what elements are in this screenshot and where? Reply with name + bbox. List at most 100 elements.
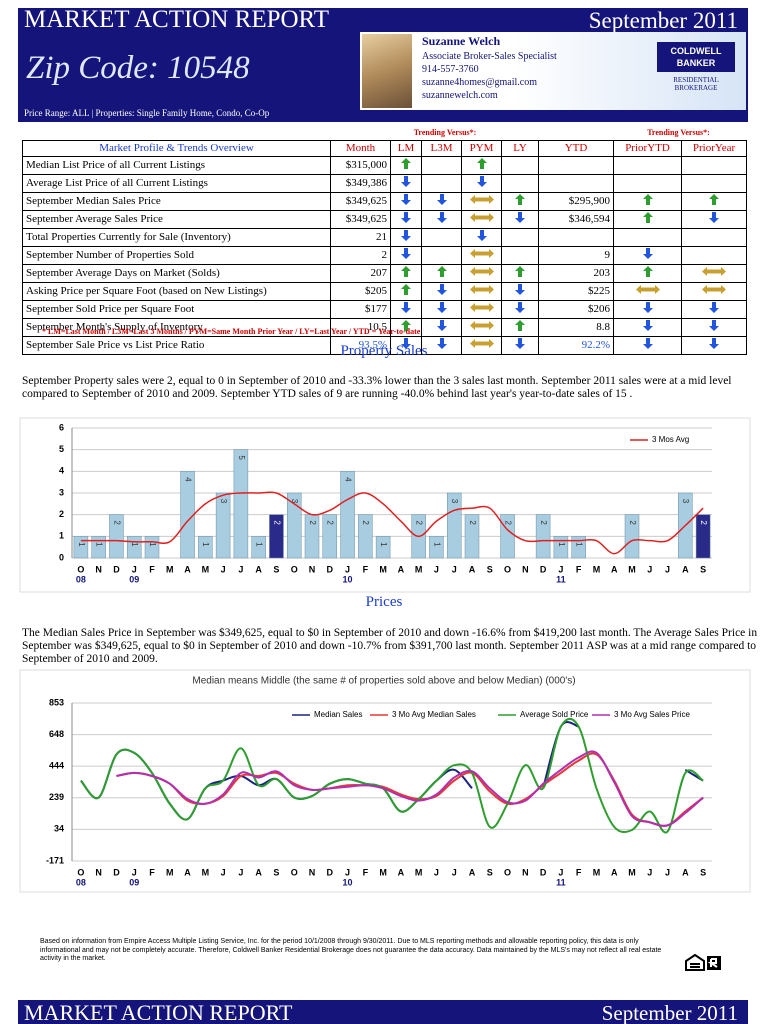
y-tick-label: 648 bbox=[49, 729, 64, 739]
arrow-shape bbox=[709, 337, 719, 349]
legend-label: Median Sales bbox=[314, 710, 362, 719]
disclaimer: Based on information from Empire Access … bbox=[40, 938, 662, 962]
arrow-shape bbox=[469, 338, 494, 348]
x-tick-label: D bbox=[113, 867, 120, 877]
column-header: Month bbox=[330, 140, 391, 157]
bar bbox=[73, 536, 89, 559]
column-header: LY bbox=[501, 140, 539, 157]
icon bbox=[685, 953, 721, 971]
arrow-shape bbox=[469, 302, 494, 312]
value-cell: 207 bbox=[330, 263, 391, 283]
arrow-shape bbox=[469, 194, 494, 204]
x-tick-label: F bbox=[576, 564, 582, 574]
bar bbox=[553, 536, 569, 559]
arrow-shape bbox=[469, 266, 494, 276]
x-tick-label: M bbox=[166, 564, 174, 574]
series-line bbox=[116, 750, 704, 827]
y-tick-label: 853 bbox=[49, 697, 64, 707]
bar bbox=[144, 536, 160, 559]
trend-cell bbox=[501, 263, 539, 283]
x-tick-label: O bbox=[504, 867, 511, 877]
value-cell bbox=[538, 227, 614, 247]
trend-cell bbox=[461, 155, 502, 175]
column-header: PriorYTD bbox=[613, 140, 682, 157]
trend-arrow bbox=[469, 194, 494, 204]
year-label: 08 bbox=[76, 877, 86, 887]
trend-arrow bbox=[469, 266, 494, 276]
trend-arrow bbox=[436, 193, 447, 205]
trend-cell bbox=[390, 209, 422, 229]
logo-sub: RESIDENTIAL BROKERAGE bbox=[673, 76, 719, 92]
bar-label: 2 bbox=[699, 520, 708, 525]
arrow-shape bbox=[401, 265, 411, 277]
bar-label: 1 bbox=[148, 542, 157, 547]
y-tick-label: 0 bbox=[59, 552, 64, 562]
table-row: September Median Sales Price $349,625 $295… bbox=[22, 191, 747, 211]
year-label: 11 bbox=[556, 877, 566, 887]
trend-cell bbox=[421, 191, 462, 211]
x-tick-label: D bbox=[540, 867, 547, 877]
x-tick-label: M bbox=[593, 564, 601, 574]
trends-table: Market Profile & Trends Overview Month LM L… bbox=[22, 140, 747, 355]
section-text: September Property sales were 2, equal t… bbox=[22, 375, 732, 400]
arrow-shape bbox=[401, 157, 411, 169]
table-row: September Month's Supply of Inventory 10.… bbox=[22, 317, 747, 337]
value-cell: $225 bbox=[538, 281, 614, 301]
trend-cell bbox=[501, 317, 539, 337]
x-tick-label: D bbox=[113, 564, 120, 574]
legend-label: 3 Mo Avg Sales Price bbox=[614, 710, 690, 719]
bar bbox=[215, 492, 231, 559]
trend-arrow bbox=[642, 247, 653, 259]
x-tick-label: A bbox=[255, 564, 262, 574]
trend-cell bbox=[501, 173, 539, 193]
trend-arrow bbox=[515, 283, 525, 295]
year-label: 10 bbox=[343, 574, 353, 584]
trend-cell bbox=[390, 227, 422, 247]
trend-arrow bbox=[469, 248, 494, 258]
bar bbox=[340, 471, 355, 559]
trend-arrow bbox=[709, 319, 719, 331]
arrow-shape bbox=[469, 284, 494, 294]
arrow-shape bbox=[401, 319, 411, 331]
row-label: Average List Price of all Current Listin… bbox=[22, 173, 331, 193]
trend-cell bbox=[461, 245, 502, 265]
bar-label: 1 bbox=[432, 542, 441, 547]
trend-cell bbox=[681, 209, 747, 229]
series-line bbox=[80, 491, 704, 555]
bar bbox=[251, 536, 266, 559]
trend-cell bbox=[681, 245, 747, 265]
y-tick-label: 6 bbox=[59, 422, 64, 432]
arrow-shape bbox=[515, 337, 525, 349]
trend-arrow bbox=[642, 301, 653, 313]
arrow-shape bbox=[642, 211, 653, 223]
x-tick-label: N bbox=[95, 564, 102, 574]
arrow-shape bbox=[476, 175, 487, 187]
arrow-shape bbox=[436, 211, 447, 223]
bar bbox=[358, 514, 373, 559]
trend-cell bbox=[421, 263, 462, 283]
year-label: 08 bbox=[76, 574, 86, 584]
agent-name: Suzanne Welch bbox=[422, 34, 501, 48]
x-tick-label: O bbox=[77, 564, 84, 574]
bar-label: 5 bbox=[237, 455, 246, 460]
bar-label: 1 bbox=[557, 542, 566, 547]
trend-cell bbox=[613, 281, 682, 301]
trend-arrow bbox=[401, 193, 411, 205]
trend-arrow bbox=[401, 229, 411, 241]
bar-label: 1 bbox=[379, 542, 388, 547]
arrow-shape bbox=[642, 301, 653, 313]
x-tick-label: A bbox=[398, 564, 405, 574]
bar bbox=[233, 449, 249, 559]
value-cell: $349,625 bbox=[330, 209, 391, 229]
trend-arrow bbox=[702, 266, 726, 276]
bar-label: 2 bbox=[539, 520, 548, 525]
trend-cell bbox=[421, 209, 462, 229]
agent-website: suzannewelch.com bbox=[422, 90, 498, 101]
x-tick-label: S bbox=[487, 564, 493, 574]
trend-cell bbox=[681, 227, 747, 247]
trend-cell bbox=[681, 191, 747, 211]
x-tick-label: J bbox=[452, 867, 457, 877]
x-tick-label: A bbox=[682, 564, 689, 574]
equal-housing-icon bbox=[684, 952, 724, 972]
trend-cell bbox=[461, 281, 502, 301]
